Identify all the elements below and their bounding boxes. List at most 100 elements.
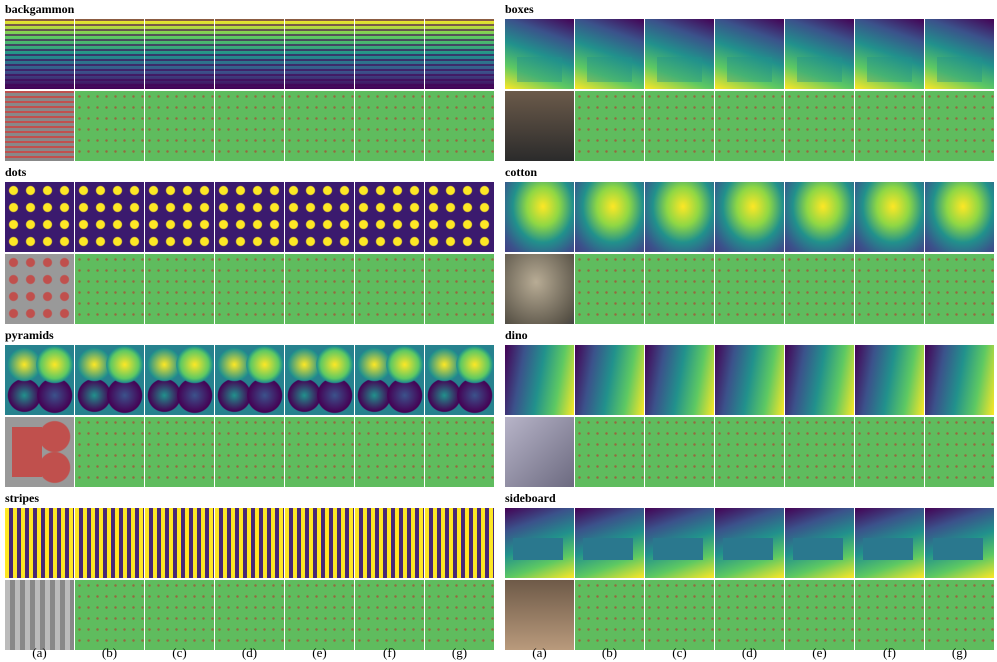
error-map xyxy=(285,91,354,161)
depth-map xyxy=(285,508,354,578)
depth-map xyxy=(715,19,784,89)
error-map xyxy=(145,580,214,650)
column-label: (f) xyxy=(855,645,924,661)
error-map xyxy=(355,254,424,324)
error-map xyxy=(75,580,144,650)
depth-map xyxy=(645,19,714,89)
depth-map xyxy=(505,345,574,415)
depth-map xyxy=(505,508,574,578)
column-label: (a) xyxy=(5,645,74,661)
depth-map xyxy=(575,508,644,578)
error-map xyxy=(575,254,644,324)
depth-map xyxy=(425,508,494,578)
error-map xyxy=(285,254,354,324)
depth-map xyxy=(355,508,424,578)
depth-map xyxy=(855,182,924,252)
depth-map xyxy=(75,345,144,415)
input-image xyxy=(505,91,574,161)
error-map xyxy=(75,254,144,324)
input-image xyxy=(505,417,574,487)
error-map xyxy=(785,254,854,324)
error-map xyxy=(75,91,144,161)
error-map xyxy=(645,91,714,161)
input-image xyxy=(5,417,74,487)
error-map xyxy=(425,417,494,487)
depth-map xyxy=(645,345,714,415)
error-map xyxy=(145,91,214,161)
panel-title: dots xyxy=(5,165,26,180)
error-map xyxy=(645,254,714,324)
depth-map xyxy=(575,19,644,89)
error-map xyxy=(645,580,714,650)
column-label: (f) xyxy=(355,645,424,661)
error-map xyxy=(425,254,494,324)
depth-map xyxy=(75,182,144,252)
error-map xyxy=(75,417,144,487)
depth-map xyxy=(505,19,574,89)
error-map xyxy=(145,254,214,324)
error-map xyxy=(575,580,644,650)
column-label: (a) xyxy=(505,645,574,661)
depth-map xyxy=(715,182,784,252)
input-image xyxy=(5,91,74,161)
error-map xyxy=(715,417,784,487)
depth-map xyxy=(715,508,784,578)
depth-map xyxy=(355,19,424,89)
depth-map xyxy=(215,19,284,89)
panel-title: stripes xyxy=(5,491,39,506)
error-map xyxy=(715,254,784,324)
depth-map xyxy=(215,345,284,415)
error-map xyxy=(855,580,924,650)
error-map xyxy=(425,91,494,161)
depth-map xyxy=(215,182,284,252)
depth-map xyxy=(285,345,354,415)
error-map xyxy=(215,254,284,324)
depth-map xyxy=(425,345,494,415)
error-map xyxy=(715,580,784,650)
panel-title: boxes xyxy=(505,2,534,17)
error-map xyxy=(215,580,284,650)
depth-map xyxy=(145,508,214,578)
error-map xyxy=(355,417,424,487)
depth-map xyxy=(925,182,994,252)
input-image xyxy=(5,580,74,650)
depth-map xyxy=(855,19,924,89)
error-map xyxy=(925,91,994,161)
error-map xyxy=(575,417,644,487)
depth-map xyxy=(925,19,994,89)
column-label: (d) xyxy=(715,645,784,661)
error-map xyxy=(925,254,994,324)
error-map xyxy=(355,91,424,161)
depth-map xyxy=(505,182,574,252)
depth-map xyxy=(5,345,74,415)
column-label: (c) xyxy=(145,645,214,661)
error-map xyxy=(355,580,424,650)
depth-map xyxy=(785,508,854,578)
depth-map xyxy=(425,19,494,89)
depth-map xyxy=(285,19,354,89)
depth-map xyxy=(855,508,924,578)
depth-map xyxy=(285,182,354,252)
error-map xyxy=(925,580,994,650)
column-label: (b) xyxy=(575,645,644,661)
depth-map xyxy=(145,182,214,252)
input-image xyxy=(5,254,74,324)
panel-title: pyramids xyxy=(5,328,54,343)
figure: backgammondotspyramidsstripesboxescotton… xyxy=(0,0,997,662)
depth-map xyxy=(5,19,74,89)
panel-title: dino xyxy=(505,328,528,343)
error-map xyxy=(855,254,924,324)
error-map xyxy=(855,417,924,487)
depth-map xyxy=(145,19,214,89)
error-map xyxy=(925,417,994,487)
depth-map xyxy=(715,345,784,415)
panel-title: sideboard xyxy=(505,491,556,506)
error-map xyxy=(785,91,854,161)
error-map xyxy=(715,91,784,161)
depth-map xyxy=(575,182,644,252)
depth-map xyxy=(855,345,924,415)
error-map xyxy=(855,91,924,161)
error-map xyxy=(215,417,284,487)
depth-map xyxy=(215,508,284,578)
column-label: (b) xyxy=(75,645,144,661)
